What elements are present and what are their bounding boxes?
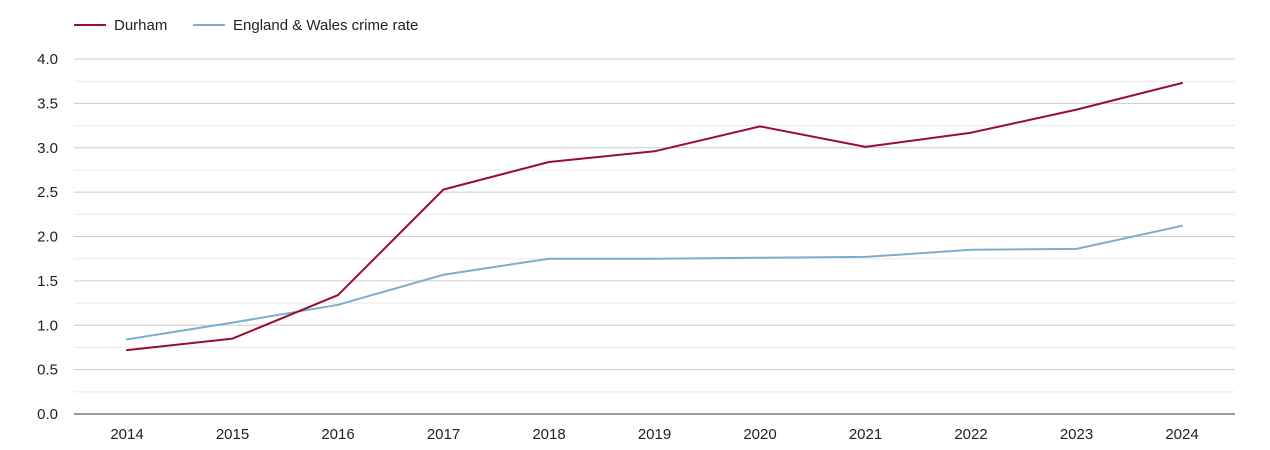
series-layer: [126, 82, 1183, 352]
x-tick-label: 2019: [638, 426, 671, 443]
x-tick-label: 2016: [321, 426, 354, 443]
y-tick-label: 1.5: [37, 273, 58, 290]
y-axis: 0.0 0.5 1.0 1.5 2.0 2.5 3.0 3.5 4.0: [37, 51, 58, 423]
x-tick-label: 2018: [532, 426, 565, 443]
series-line-durham: [126, 82, 1183, 352]
legend: Durham England & Wales crime rate: [74, 17, 418, 34]
x-axis: 2014 2015 2016 2017 2018 2019 2020 2021 2022 2023…: [74, 413, 1235, 443]
x-tick-label: 2022: [954, 426, 987, 443]
y-tick-label: 1.0: [37, 317, 58, 334]
x-tick-label: 2015: [216, 426, 249, 443]
legend-label-durham: Durham: [114, 17, 167, 34]
series-line-england-wales: [126, 224, 1183, 341]
x-tick-label: 2024: [1165, 426, 1198, 443]
x-tick-label: 2014: [110, 426, 143, 443]
legend-label-england-wales: England & Wales crime rate: [233, 17, 418, 34]
y-tick-label: 4.0: [37, 51, 58, 68]
x-tick-label: 2021: [849, 426, 882, 443]
x-tick-label: 2017: [427, 426, 460, 443]
y-tick-label: 2.5: [37, 184, 58, 201]
y-tick-label: 0.5: [37, 362, 58, 379]
grid-lines: [74, 58, 1235, 393]
y-tick-label: 0.0: [37, 406, 58, 423]
y-tick-label: 3.5: [37, 95, 58, 112]
x-tick-label: 2023: [1060, 426, 1093, 443]
x-tick-label: 2020: [743, 426, 776, 443]
y-tick-label: 3.0: [37, 140, 58, 157]
y-tick-label: 2.0: [37, 229, 58, 246]
